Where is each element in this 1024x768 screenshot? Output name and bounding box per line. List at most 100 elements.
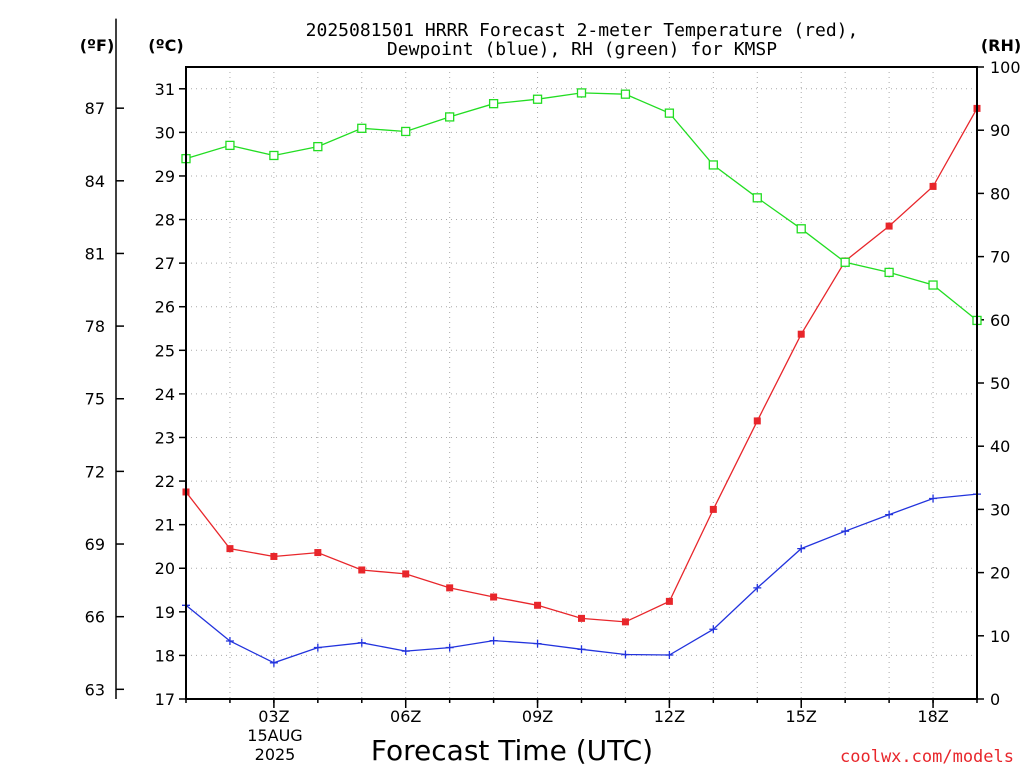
temperature-point <box>402 570 410 578</box>
temperature-point <box>314 549 322 557</box>
celsius-tick-label: 24 <box>155 385 175 404</box>
rh-series <box>181 88 982 326</box>
dewpoint-point <box>357 638 366 647</box>
dewpoint-point <box>621 650 630 659</box>
rh-point <box>752 193 762 203</box>
rh-tick-label: 60 <box>990 311 1010 330</box>
rh-point <box>532 94 543 104</box>
temperature-point <box>885 222 893 230</box>
rh-tick-label: 80 <box>990 184 1010 203</box>
rh-tick-label: 90 <box>990 121 1010 140</box>
rh-point <box>928 280 938 290</box>
rh-point <box>313 141 323 152</box>
celsius-tick-label: 26 <box>155 298 175 317</box>
rh-tick-label: 20 <box>990 564 1010 583</box>
celsius-tick-label: 25 <box>155 341 175 360</box>
rh-point <box>884 267 894 278</box>
temperature-point <box>665 597 673 605</box>
celsius-tick-label: 27 <box>155 254 175 273</box>
rh-tick-label: 30 <box>990 500 1010 519</box>
temperature-point <box>270 552 278 560</box>
axes: 17 18 19 20 21 22 23 24 25 26 27 28 29 30 31 63 66 69 72 75… <box>85 18 1021 726</box>
dewpoint-point <box>489 636 498 645</box>
plot-frame <box>185 66 978 700</box>
temperature-point <box>753 417 761 425</box>
dewpoint-point <box>797 544 806 553</box>
dewpoint-point <box>445 643 454 652</box>
data-series <box>181 88 982 667</box>
x-tick-label: 09Z <box>522 707 553 726</box>
fahrenheit-tick-label: 66 <box>85 608 105 627</box>
temperature-point <box>226 545 234 553</box>
fahrenheit-tick-label: 75 <box>85 390 105 409</box>
rh-point <box>576 88 587 98</box>
celsius-tick-label: 17 <box>155 690 175 709</box>
celsius-tick-label: 31 <box>155 80 175 99</box>
rh-point <box>796 224 806 234</box>
fahrenheit-tick-label: 63 <box>85 680 105 699</box>
fahrenheit-tick-label: 84 <box>85 172 105 191</box>
dewpoint-series <box>182 490 981 667</box>
chart-title-line1: 2025081501 HRRR Forecast 2-meter Tempera… <box>306 20 859 41</box>
dewpoint-point <box>929 494 938 503</box>
celsius-tick-label: 22 <box>155 472 175 491</box>
temperature-point <box>490 593 498 601</box>
dewpoint-point <box>885 510 894 519</box>
temperature-point <box>709 505 717 513</box>
rh-point <box>445 112 455 122</box>
chart-title-line2: Dewpoint (blue), RH (green) for KMSP <box>387 39 777 60</box>
unit-label-celsius: (ºC) <box>148 36 183 55</box>
fahrenheit-tick-label: 87 <box>85 99 105 118</box>
rh-point <box>620 89 631 99</box>
unit-label-rh: (RH) <box>981 36 1021 55</box>
rh-point <box>225 140 235 151</box>
celsius-tick-label: 21 <box>155 516 175 535</box>
dewpoint-point <box>753 583 762 592</box>
unit-label-fahrenheit: (ºF) <box>80 36 115 55</box>
rh-tick-label: 0 <box>990 690 1000 709</box>
temperature-point <box>929 182 937 190</box>
x-axis-title: Forecast Time (UTC) <box>371 734 653 767</box>
temperature-point <box>621 618 629 626</box>
dewpoint-point <box>841 527 850 536</box>
temperature-point <box>578 614 585 622</box>
rh-point <box>269 150 279 161</box>
fahrenheit-tick-label: 78 <box>85 317 105 336</box>
dewpoint-point <box>665 650 674 659</box>
temperature-point <box>797 330 805 338</box>
celsius-tick-label: 30 <box>155 123 175 142</box>
celsius-tick-label: 28 <box>155 211 175 230</box>
dewpoint-point <box>269 658 278 667</box>
x-tick-label: 15Z <box>786 707 817 726</box>
rh-tick-label: 50 <box>990 374 1010 393</box>
date-label-day: 15AUG <box>247 726 302 745</box>
fahrenheit-tick-label: 72 <box>85 462 105 481</box>
x-tick-label: 03Z <box>258 707 289 726</box>
celsius-tick-label: 19 <box>155 603 175 622</box>
celsius-tick-label: 29 <box>155 167 175 186</box>
rh-point <box>840 257 850 267</box>
rh-tick-label: 100 <box>990 58 1021 77</box>
rh-tick-label: 40 <box>990 437 1010 456</box>
rh-point <box>664 108 675 118</box>
dewpoint-point <box>577 645 586 654</box>
rh-point <box>401 126 411 137</box>
grid-lines <box>186 67 977 700</box>
celsius-tick-label: 23 <box>155 428 175 447</box>
fahrenheit-tick-label: 69 <box>85 535 105 554</box>
dewpoint-point <box>709 625 718 634</box>
rh-point <box>357 123 367 133</box>
date-label-year: 2025 <box>255 745 296 764</box>
x-tick-label: 06Z <box>390 707 421 726</box>
dewpoint-point <box>533 639 542 648</box>
x-tick-label: 12Z <box>654 707 685 726</box>
rh-point <box>708 160 718 170</box>
x-tick-label: 18Z <box>917 707 948 726</box>
rh-tick-label: 10 <box>990 627 1010 646</box>
rh-point <box>488 99 499 109</box>
temperature-point <box>534 601 542 609</box>
source-credit: coolwx.com/models <box>840 747 1014 767</box>
dewpoint-point <box>401 647 410 656</box>
